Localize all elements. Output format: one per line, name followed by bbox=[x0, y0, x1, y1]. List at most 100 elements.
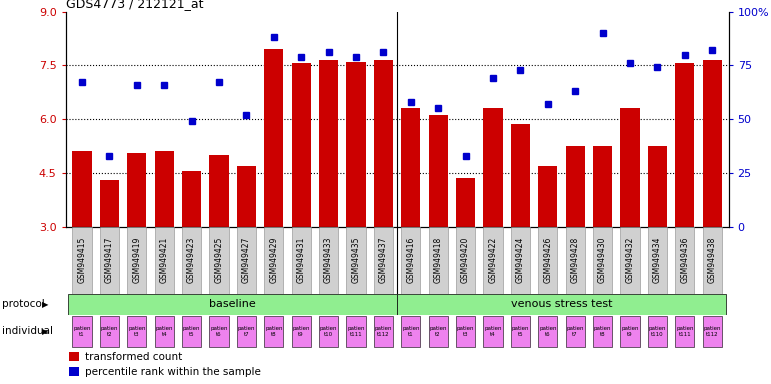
Text: baseline: baseline bbox=[209, 299, 256, 310]
Bar bbox=[621, 316, 640, 347]
Bar bbox=[429, 116, 448, 227]
Text: patien
t8: patien t8 bbox=[265, 326, 282, 337]
Text: patien
t5: patien t5 bbox=[183, 326, 200, 337]
Text: GSM949427: GSM949427 bbox=[242, 237, 251, 283]
Bar bbox=[429, 316, 448, 347]
Bar bbox=[237, 227, 256, 294]
Text: GSM949436: GSM949436 bbox=[680, 237, 689, 283]
Bar bbox=[264, 49, 284, 227]
Bar bbox=[566, 316, 584, 347]
Bar bbox=[291, 227, 311, 294]
Bar bbox=[593, 146, 612, 227]
Bar bbox=[346, 316, 365, 347]
Text: patien
t111: patien t111 bbox=[347, 326, 365, 337]
Text: patien
t112: patien t112 bbox=[703, 326, 721, 337]
Bar bbox=[154, 316, 173, 347]
Text: patien
t1: patien t1 bbox=[73, 326, 91, 337]
Text: GSM949432: GSM949432 bbox=[625, 237, 635, 283]
Text: GSM949420: GSM949420 bbox=[461, 237, 470, 283]
Text: transformed count: transformed count bbox=[85, 352, 182, 362]
Bar bbox=[127, 316, 146, 347]
Bar bbox=[346, 227, 365, 294]
Text: patien
t3: patien t3 bbox=[128, 326, 146, 337]
Bar bbox=[648, 227, 667, 294]
Bar bbox=[593, 227, 612, 294]
Bar bbox=[291, 63, 311, 227]
Text: patien
t3: patien t3 bbox=[456, 326, 474, 337]
Bar bbox=[154, 227, 173, 294]
Text: patien
t4: patien t4 bbox=[484, 326, 502, 337]
Text: patien
t2: patien t2 bbox=[101, 326, 118, 337]
Text: patien
t6: patien t6 bbox=[539, 326, 557, 337]
Text: GSM949426: GSM949426 bbox=[544, 237, 552, 283]
Text: GSM949415: GSM949415 bbox=[77, 237, 86, 283]
Bar bbox=[593, 316, 612, 347]
Text: GSM949437: GSM949437 bbox=[379, 237, 388, 283]
Bar bbox=[72, 316, 92, 347]
Text: GSM949428: GSM949428 bbox=[571, 237, 580, 283]
Bar bbox=[72, 151, 92, 227]
Text: GSM949438: GSM949438 bbox=[708, 237, 717, 283]
Text: ▶: ▶ bbox=[42, 300, 49, 309]
Bar bbox=[127, 153, 146, 227]
Bar bbox=[182, 227, 201, 294]
Bar bbox=[456, 227, 475, 294]
Bar bbox=[182, 171, 201, 227]
Text: percentile rank within the sample: percentile rank within the sample bbox=[85, 367, 261, 377]
Bar bbox=[374, 316, 393, 347]
Text: patien
t2: patien t2 bbox=[429, 326, 447, 337]
Bar bbox=[182, 316, 201, 347]
Text: GSM949435: GSM949435 bbox=[352, 237, 361, 283]
Text: patien
t9: patien t9 bbox=[621, 326, 638, 337]
Bar bbox=[456, 178, 475, 227]
Text: patien
t9: patien t9 bbox=[292, 326, 310, 337]
Text: GSM949430: GSM949430 bbox=[598, 237, 607, 283]
Text: patien
t8: patien t8 bbox=[594, 326, 611, 337]
Text: patien
t4: patien t4 bbox=[156, 326, 173, 337]
Text: protocol: protocol bbox=[2, 299, 45, 310]
Bar bbox=[621, 108, 640, 227]
Bar bbox=[702, 227, 722, 294]
Bar bbox=[621, 227, 640, 294]
Text: GSM949416: GSM949416 bbox=[406, 237, 416, 283]
Bar bbox=[154, 151, 173, 227]
Bar bbox=[374, 60, 393, 227]
Bar bbox=[264, 316, 284, 347]
Text: ▶: ▶ bbox=[42, 327, 49, 336]
Bar bbox=[401, 316, 420, 347]
Bar bbox=[702, 316, 722, 347]
Bar bbox=[69, 352, 79, 361]
Text: patien
t5: patien t5 bbox=[512, 326, 529, 337]
Bar bbox=[127, 227, 146, 294]
Bar bbox=[319, 227, 338, 294]
Bar bbox=[210, 316, 228, 347]
Bar bbox=[69, 294, 397, 315]
Bar bbox=[237, 166, 256, 227]
Text: patien
t112: patien t112 bbox=[375, 326, 392, 337]
Bar bbox=[72, 227, 92, 294]
Bar bbox=[483, 316, 503, 347]
Bar bbox=[429, 227, 448, 294]
Text: GSM949429: GSM949429 bbox=[269, 237, 278, 283]
Text: GSM949422: GSM949422 bbox=[489, 237, 497, 283]
Bar bbox=[538, 316, 557, 347]
Bar bbox=[510, 124, 530, 227]
Bar bbox=[291, 316, 311, 347]
Bar bbox=[99, 316, 119, 347]
Bar bbox=[401, 108, 420, 227]
Text: venous stress test: venous stress test bbox=[510, 299, 612, 310]
Text: GSM949419: GSM949419 bbox=[133, 237, 141, 283]
Text: GSM949434: GSM949434 bbox=[653, 237, 662, 283]
Bar bbox=[264, 227, 284, 294]
Bar bbox=[99, 180, 119, 227]
Bar bbox=[319, 60, 338, 227]
Bar bbox=[566, 146, 584, 227]
Text: GSM949417: GSM949417 bbox=[105, 237, 114, 283]
Bar bbox=[675, 63, 695, 227]
Text: GSM949423: GSM949423 bbox=[187, 237, 196, 283]
Bar bbox=[346, 62, 365, 227]
Bar bbox=[483, 227, 503, 294]
Text: GSM949433: GSM949433 bbox=[324, 237, 333, 283]
Bar bbox=[99, 227, 119, 294]
Text: patien
t1: patien t1 bbox=[402, 326, 419, 337]
